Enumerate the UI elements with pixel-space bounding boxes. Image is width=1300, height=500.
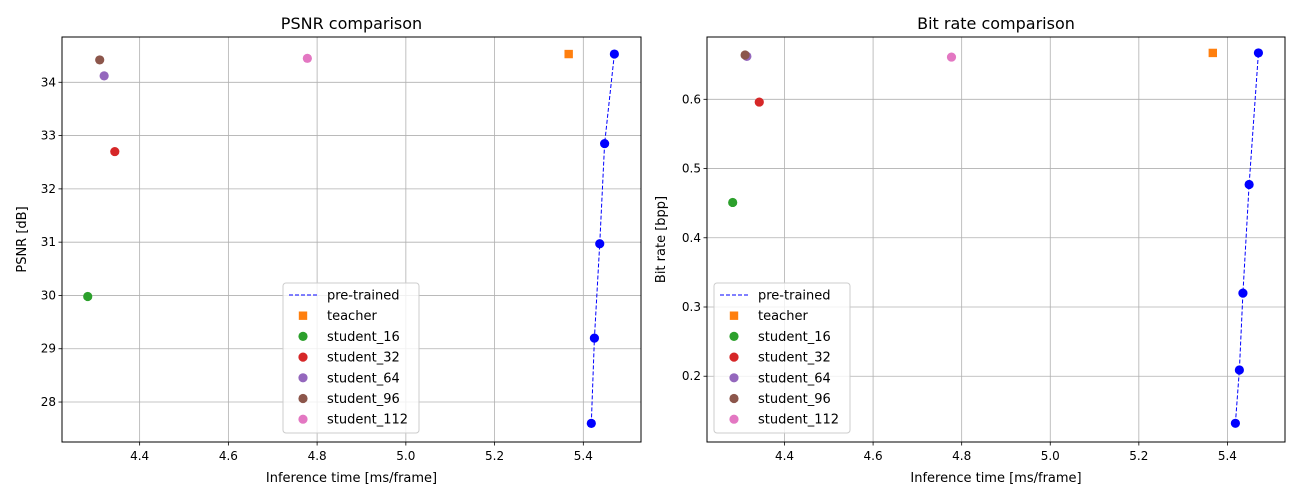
bitrate-legend-pre-trained-label: pre-trained (758, 289, 831, 304)
psnr-y-tick-label: 33 (41, 129, 56, 143)
bitrate-legend-student-96-swatch (729, 393, 739, 404)
psnr-y-tick-label: 34 (41, 75, 56, 89)
bitrate-legend-box (713, 282, 851, 434)
bitrate-x-tick-label: 5.4 (1218, 449, 1237, 463)
bitrate-y-tick-label: 0.6 (682, 92, 701, 106)
bitrate-student-96-point (740, 50, 750, 60)
bitrate-student-112-point (946, 52, 957, 62)
bitrate-legend-student-16-label: student_16 (758, 330, 831, 345)
psnr-axes-frame (61, 36, 642, 443)
bitrate-legend-teacher-label: teacher (758, 309, 808, 324)
bitrate-legend-student-112-label: student_112 (758, 413, 839, 428)
bitrate-legend-student-96-label: student_96 (758, 392, 831, 407)
bitrate-legend-student-16-swatch (729, 331, 739, 341)
psnr-plot-area (83, 49, 619, 428)
bitrate-pre-trained-point (1244, 179, 1254, 190)
psnr-legend-student-16-label: student_16 (327, 330, 400, 345)
psnr-student-32-point (110, 146, 120, 157)
bitrate-legend-student-112-swatch (729, 414, 739, 424)
psnr-pre-trained-point (600, 138, 610, 149)
psnr-y-tick-label: 29 (41, 342, 56, 356)
bitrate-x-axis-label: Inference time [ms/frame] (910, 471, 1081, 486)
bitrate-x-tick-label: 4.4 (775, 449, 794, 463)
bitrate-x-tick-label: 4.6 (864, 449, 883, 463)
psnr-x-tick-label: 4.8 (308, 449, 327, 463)
psnr-ticks: 4.4 4.6 4.8 5.0 5.2 5.4 28 29 30 31 32 33 34 (41, 75, 593, 463)
psnr-legend-student-96-label: student_96 (327, 392, 400, 407)
bitrate-x-tick-label: 5.0 (1041, 449, 1060, 463)
psnr-student-64-point (99, 71, 109, 81)
psnr-legend: pre-trained teacher student_16 student_32st… (282, 282, 420, 434)
bitrate-pre-trained-line (1234, 52, 1259, 424)
bitrate-teacher-point (1208, 48, 1218, 58)
psnr-legend-student-64-label: student_64 (327, 371, 400, 386)
psnr-chart-title: PSNR comparison (281, 14, 422, 33)
bitrate-plot-area (728, 48, 1264, 428)
psnr-student-112-point (302, 53, 312, 63)
psnr-x-tick-label: 4.6 (219, 449, 238, 463)
bitrate-pre-trained-point (1253, 48, 1264, 58)
bitrate-legend-teacher-swatch (729, 311, 739, 320)
bitrate-y-tick-label: 0.5 (682, 162, 701, 176)
psnr-pre-trained-point (586, 418, 596, 428)
bitrate-legend-student-32-swatch (729, 352, 739, 362)
bitrate-student-16-point (728, 197, 738, 208)
bitrate-grid (707, 37, 1285, 442)
psnr-x-tick-label: 5.4 (574, 449, 593, 463)
psnr-x-tick-label: 5.0 (396, 449, 415, 463)
psnr-legend-student-16-swatch (298, 331, 308, 341)
bitrate-legend-student-64-label: student_64 (758, 371, 831, 386)
bitrate-chart-title: Bit rate comparison (917, 14, 1075, 33)
bitrate-y-axis-label: Bit rate [bpp] (654, 196, 669, 283)
bitrate-ticks: 4.4 4.6 4.8 5.0 5.2 5.4 0.2 0.3 0.4 0.5 0.6 (682, 92, 1237, 463)
psnr-legend-teacher-label: teacher (327, 309, 377, 324)
bitrate-x-tick-label: 4.8 (952, 449, 971, 463)
psnr-pre-trained-point (609, 49, 619, 59)
psnr-chart: 4.4 4.6 4.8 5.0 5.2 5.4 28 29 30 31 32 33 34 PSNR co… (15, 14, 642, 486)
psnr-teacher-point (564, 49, 573, 59)
bitrate-y-tick-label: 0.3 (682, 300, 701, 314)
psnr-legend-box (282, 282, 420, 434)
psnr-legend-pre-trained-label: pre-trained (327, 289, 400, 304)
bitrate-legend: pre-trained teacher student_16 student_32st… (713, 282, 851, 434)
psnr-student-16-point (83, 291, 93, 302)
bitrate-axes-frame (706, 36, 1286, 443)
psnr-legend-student-96-swatch (298, 393, 308, 404)
bitrate-x-tick-label: 5.2 (1129, 449, 1148, 463)
psnr-pre-trained-point (595, 239, 605, 249)
psnr-legend-teacher-swatch (298, 311, 308, 320)
psnr-legend-student-112-swatch (298, 414, 308, 424)
bitrate-student-32-point (754, 97, 764, 107)
psnr-x-tick-label: 4.4 (130, 449, 149, 463)
psnr-pre-trained-point (589, 333, 600, 343)
bitrate-y-tick-label: 0.2 (682, 369, 701, 383)
psnr-y-tick-label: 31 (41, 235, 56, 249)
bitrate-legend-student-64-swatch (729, 373, 739, 383)
bitrate-pre-trained-point (1230, 418, 1240, 428)
psnr-x-axis-label: Inference time [ms/frame] (266, 471, 437, 486)
psnr-legend-student-64-swatch (298, 373, 308, 383)
psnr-y-tick-label: 30 (41, 288, 56, 302)
bitrate-pre-trained-point (1238, 288, 1248, 298)
psnr-student-96-point (95, 55, 105, 65)
psnr-y-axis-label: PSNR [dB] (15, 206, 30, 272)
psnr-legend-student-32-label: student_32 (327, 351, 400, 366)
psnr-y-tick-label: 28 (41, 395, 56, 409)
bitrate-pre-trained-point (1234, 365, 1244, 375)
bitrate-chart: 4.4 4.6 4.8 5.0 5.2 5.4 0.2 0.3 0.4 0.5 0.6 Bit ra… (654, 14, 1286, 486)
bitrate-legend-student-32-label: student_32 (758, 351, 831, 366)
bitrate-y-tick-label: 0.4 (682, 231, 701, 245)
psnr-y-tick-label: 32 (41, 182, 56, 196)
psnr-legend-student-32-swatch (298, 352, 308, 362)
psnr-legend-student-112-label: student_112 (327, 413, 408, 428)
psnr-pre-trained-line (590, 53, 615, 424)
psnr-x-tick-label: 5.2 (485, 449, 504, 463)
